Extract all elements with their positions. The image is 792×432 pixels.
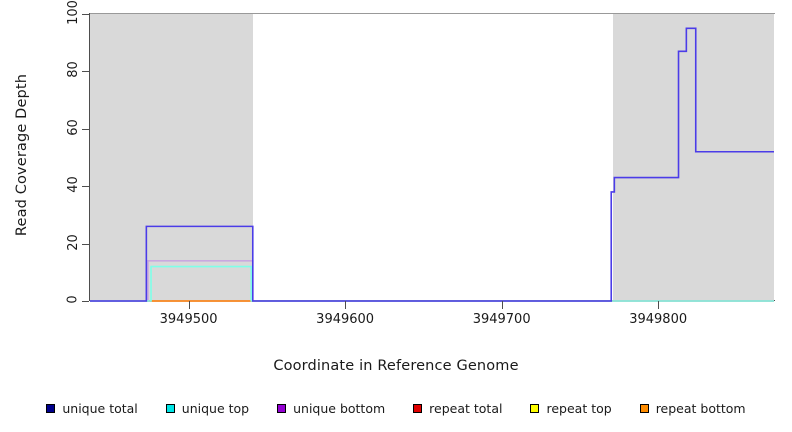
x-tick-label: 3949500 xyxy=(159,312,218,327)
series-lines xyxy=(90,27,774,302)
legend-label: repeat bottom xyxy=(655,400,746,416)
legend-item: unique top xyxy=(165,400,250,416)
x-tick-mark xyxy=(188,301,190,309)
legend-swatch-icon xyxy=(165,403,175,413)
legend-label: unique total xyxy=(62,400,138,416)
y-tick-mark xyxy=(82,14,89,15)
legend-swatch-icon xyxy=(413,403,423,413)
series-line xyxy=(90,265,774,302)
x-axis-title-text: Coordinate in Reference Genome xyxy=(273,358,519,374)
plot-frame-top xyxy=(90,13,775,14)
x-tick-label: 3949800 xyxy=(629,312,688,327)
legend-item: repeat top xyxy=(530,400,612,416)
y-tick-label: 60 xyxy=(65,119,81,136)
x-tick-label: 3949700 xyxy=(472,312,531,327)
x-tick-label: 3949600 xyxy=(316,312,375,327)
y-tick-mark xyxy=(82,128,89,130)
legend-item: unique total xyxy=(46,400,138,416)
x-axis-ticks: 3949500 3949600 3949700 3949800 xyxy=(0,300,792,350)
legend-label: unique bottom xyxy=(293,400,386,416)
legend-item: repeat bottom xyxy=(639,400,746,416)
series-line xyxy=(90,27,774,302)
shaded-region xyxy=(612,14,774,301)
legend-swatch-icon xyxy=(277,403,287,413)
y-tick-label: 80 xyxy=(65,61,81,79)
x-axis-title: Coordinate in Reference Genome xyxy=(0,358,792,374)
legend-swatch-icon xyxy=(46,403,56,413)
legend-label: unique top xyxy=(181,400,250,416)
legend-item: repeat total xyxy=(413,401,502,416)
y-axis-title-text: Read Coverage Depth xyxy=(14,73,31,237)
y-tick-mark xyxy=(82,71,89,73)
shaded-region xyxy=(90,14,253,301)
x-tick-mark xyxy=(345,301,347,309)
x-tick-mark xyxy=(501,301,503,309)
plot-area xyxy=(90,14,774,302)
y-tick-mark xyxy=(82,243,89,245)
y-tick-mark xyxy=(82,301,89,302)
x-tick-mark xyxy=(658,301,660,309)
y-axis-ticks: 0 20 40 60 80 100 xyxy=(44,0,90,320)
y-axis-title: Read Coverage Depth xyxy=(0,0,44,310)
legend-swatch-icon xyxy=(639,403,649,413)
y-tick-label: 20 xyxy=(65,233,81,251)
legend-label: repeat top xyxy=(546,400,612,416)
y-tick-mark xyxy=(82,186,89,188)
plot-frame-left-axis xyxy=(89,13,90,301)
chart-legend: unique total unique top unique bottom repea… xyxy=(0,396,792,420)
legend-item: unique bottom xyxy=(277,401,385,416)
legend-swatch-icon xyxy=(530,403,540,413)
legend-label: repeat total xyxy=(429,400,503,416)
y-tick-label: 100 xyxy=(65,0,81,25)
y-tick-label: 40 xyxy=(65,176,81,193)
